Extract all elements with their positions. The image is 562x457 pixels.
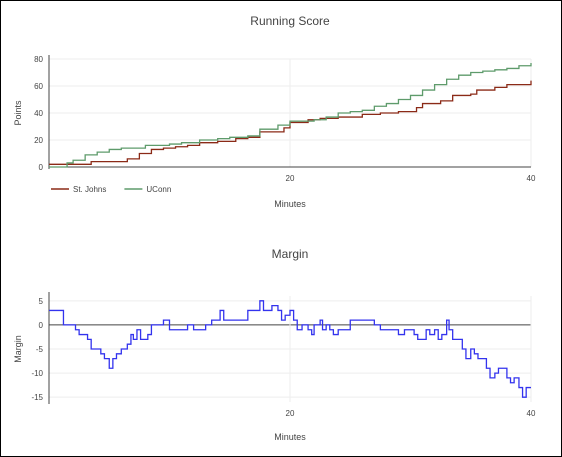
chart1-y-tick-label: 20 bbox=[34, 136, 43, 145]
chart1-y-tick-label: 40 bbox=[34, 109, 43, 118]
chart1-title: Running Score bbox=[250, 14, 330, 28]
chart1-y-tick-label: 0 bbox=[39, 163, 44, 172]
chart2-y-tick-label: 0 bbox=[39, 321, 44, 330]
chart2-x-tick-label: 20 bbox=[286, 409, 295, 418]
chart2-y-tick-label: 5 bbox=[39, 297, 44, 306]
chart1-y-axis-label: Points bbox=[13, 100, 23, 126]
chart2-y-tick-label: -10 bbox=[31, 369, 43, 378]
chart2-title: Margin bbox=[272, 247, 309, 261]
chart2-x-axis-label: Minutes bbox=[274, 432, 306, 442]
chart1-legend-label: UConn bbox=[146, 185, 171, 194]
chart1-legend-label: St. Johns bbox=[73, 185, 106, 194]
chart2-y-tick-label: -15 bbox=[31, 393, 43, 402]
chart2-series-line-0 bbox=[49, 300, 531, 398]
chart1-series-line-uconn bbox=[49, 63, 532, 168]
chart1-x-tick-label: 40 bbox=[527, 174, 536, 183]
chart1-x-axis-label: Minutes bbox=[274, 199, 306, 209]
chart1-y-tick-label: 60 bbox=[34, 82, 43, 91]
chart1-x-tick-label: 20 bbox=[286, 174, 295, 183]
chart2-y-axis-label: Margin bbox=[13, 335, 23, 363]
chart1-y-tick-label: 80 bbox=[34, 55, 43, 64]
chart2-x-tick-label: 40 bbox=[527, 409, 536, 418]
chart2-y-tick-label: -5 bbox=[36, 345, 44, 354]
